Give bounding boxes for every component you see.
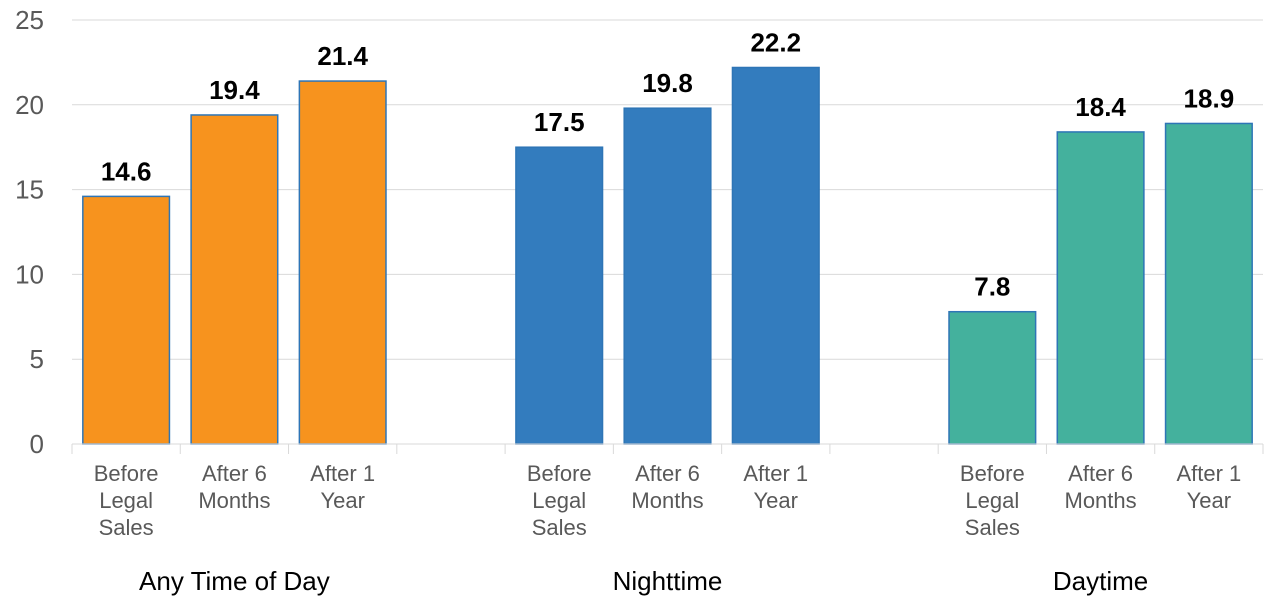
y-tick-label: 5 — [30, 344, 44, 374]
y-tick-label: 15 — [15, 175, 44, 205]
bar — [190, 114, 279, 445]
bar — [515, 146, 604, 445]
x-tick-label: Before Legal Sales — [960, 461, 1025, 540]
bar — [82, 195, 171, 445]
bar — [623, 107, 712, 445]
data-label: 19.8 — [642, 68, 693, 98]
x-tick-label: After 6 Months — [631, 461, 703, 513]
group-label: Nighttime — [613, 566, 723, 596]
bar — [1056, 131, 1145, 445]
bars: 14.6 19.4 21.4 17.5 19.8 22.2 7.8 18.4 18.9 — [82, 27, 1253, 445]
x-tick-label: Before Legal Sales — [527, 461, 592, 540]
data-label: 18.4 — [1075, 92, 1126, 122]
bar — [948, 310, 1037, 445]
y-tick-label: 25 — [15, 5, 44, 35]
group-label: Daytime — [1053, 566, 1148, 596]
x-axis-ticks: Before Legal Sales After 6 Months After 1 Year… — [94, 461, 1242, 540]
data-label: 21.4 — [317, 41, 368, 71]
data-label: 18.9 — [1184, 83, 1235, 113]
data-label: 14.6 — [101, 156, 152, 186]
data-label: 7.8 — [974, 272, 1010, 302]
x-tick-label: Before Legal Sales — [94, 461, 159, 540]
x-axis — [71, 443, 1264, 454]
group-labels: Any Time of Day Nighttime Daytime — [139, 566, 1148, 596]
y-tick-label: 20 — [15, 90, 44, 120]
data-label: 17.5 — [534, 107, 585, 137]
x-tick-label: After 6 Months — [198, 461, 270, 513]
bar — [1164, 122, 1253, 445]
y-tick-label: 10 — [15, 259, 44, 289]
y-axis-ticks: 0 5 10 15 20 25 — [15, 5, 44, 459]
bar — [731, 66, 820, 445]
x-tick-label: After 1 Year — [310, 461, 375, 513]
x-tick-label: After 1 Year — [743, 461, 808, 513]
x-tick-label: After 1 Year — [1176, 461, 1241, 513]
bar — [298, 80, 387, 445]
data-label: 22.2 — [750, 27, 801, 57]
x-tick-label: After 6 Months — [1065, 461, 1137, 513]
y-tick-label: 0 — [30, 429, 44, 459]
group-label: Any Time of Day — [139, 566, 330, 596]
data-label: 19.4 — [209, 75, 260, 105]
